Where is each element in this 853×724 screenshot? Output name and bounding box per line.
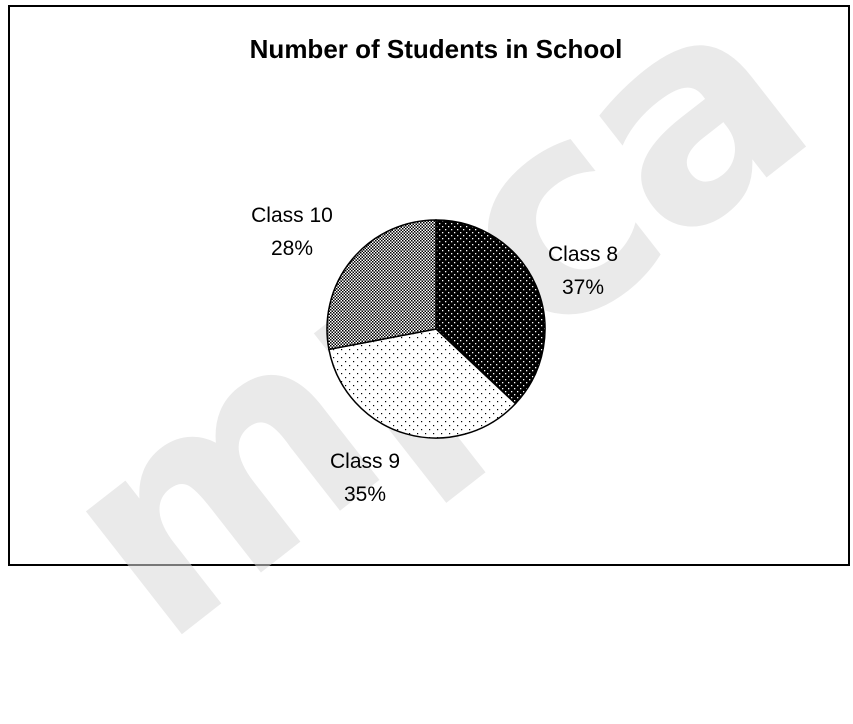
slice-percent-class-9: 35%	[344, 483, 386, 506]
pie-slices	[326, 219, 546, 439]
pie-slice-class-10	[326, 219, 437, 351]
slice-label-class-9: Class 9	[330, 450, 400, 473]
slice-label-class-8: Class 8	[548, 243, 618, 266]
pie-chart: Number of Students in School Class 8 37%…	[250, 34, 623, 506]
chart-title: Number of Students in School	[250, 34, 623, 64]
pie-slice-class-8	[435, 219, 546, 405]
slice-label-class-10: Class 10	[251, 204, 333, 227]
slice-percent-class-10: 28%	[271, 237, 313, 260]
slice-percent-class-8: 37%	[562, 276, 604, 299]
pie-slice-class-9	[328, 328, 517, 439]
